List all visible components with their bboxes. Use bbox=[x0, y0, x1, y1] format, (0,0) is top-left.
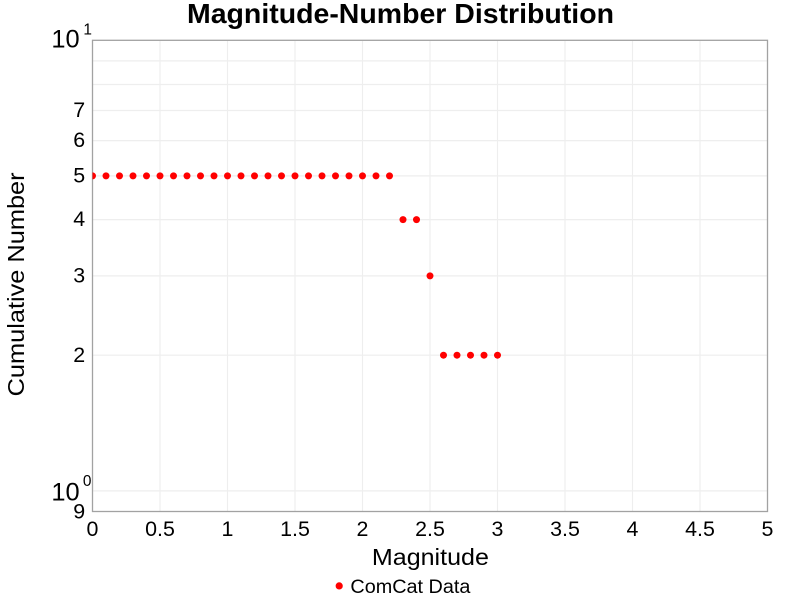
svg-text:4: 4 bbox=[73, 207, 85, 231]
svg-text:4.5: 4.5 bbox=[685, 517, 715, 541]
svg-text:3: 3 bbox=[73, 264, 85, 288]
svg-text:2.5: 2.5 bbox=[415, 517, 445, 541]
svg-text:4: 4 bbox=[627, 517, 639, 541]
svg-text:5: 5 bbox=[73, 164, 85, 188]
svg-text:ComCat Data: ComCat Data bbox=[350, 577, 470, 598]
svg-text:Magnitude: Magnitude bbox=[372, 544, 489, 570]
svg-text:0.5: 0.5 bbox=[145, 517, 175, 541]
svg-text:9: 9 bbox=[73, 499, 85, 523]
svg-text:1: 1 bbox=[222, 517, 234, 541]
svg-text:Cumulative Number: Cumulative Number bbox=[3, 172, 29, 396]
svg-text:10: 10 bbox=[51, 478, 79, 506]
svg-text:3: 3 bbox=[492, 517, 504, 541]
svg-text:Magnitude-Number Distribution: Magnitude-Number Distribution bbox=[187, 0, 614, 29]
svg-text:6: 6 bbox=[73, 128, 85, 152]
svg-text:3.5: 3.5 bbox=[550, 517, 580, 541]
svg-text:0: 0 bbox=[87, 517, 99, 541]
svg-text:1: 1 bbox=[83, 22, 92, 39]
svg-text:5: 5 bbox=[762, 517, 774, 541]
svg-text:0: 0 bbox=[83, 473, 92, 490]
svg-text:2: 2 bbox=[73, 343, 85, 367]
svg-text:10: 10 bbox=[51, 26, 79, 54]
svg-text:2: 2 bbox=[357, 517, 369, 541]
svg-text:1.5: 1.5 bbox=[280, 517, 310, 541]
svg-text:7: 7 bbox=[73, 98, 85, 122]
